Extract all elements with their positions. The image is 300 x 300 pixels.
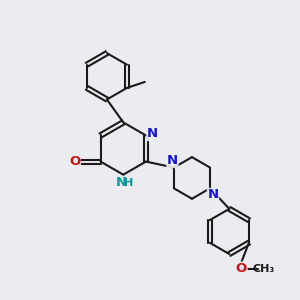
- Text: O: O: [236, 262, 247, 275]
- Text: N: N: [167, 154, 178, 167]
- Text: N: N: [147, 128, 158, 140]
- Text: H: H: [124, 178, 133, 188]
- Text: O: O: [69, 155, 80, 168]
- Text: N: N: [207, 188, 218, 201]
- Text: N: N: [116, 176, 127, 190]
- Text: CH₃: CH₃: [253, 264, 275, 274]
